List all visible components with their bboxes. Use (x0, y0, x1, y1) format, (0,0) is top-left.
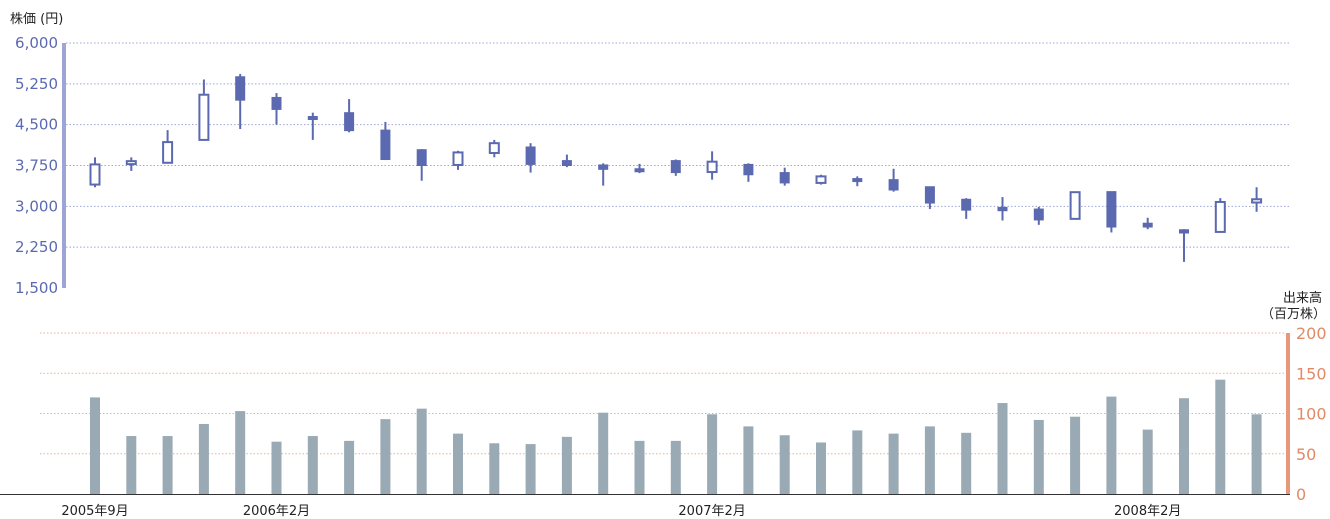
candle-body-up (706, 160, 718, 174)
volume-bar (997, 403, 1008, 494)
candle-body-down (380, 129, 391, 161)
candle-body-down (344, 112, 355, 132)
volume-bar (380, 419, 391, 494)
candle-body-down (561, 160, 572, 167)
volume-tick-label: 100 (1296, 405, 1327, 424)
volume-bar (707, 414, 718, 494)
candle-body-down (598, 164, 609, 170)
candle-body-down (416, 149, 427, 166)
candle-body-down (1142, 222, 1153, 228)
candle-body-down (852, 178, 863, 183)
volume-bar (271, 441, 282, 494)
candle-body-down (1179, 229, 1189, 234)
volume-bar (1215, 379, 1226, 494)
volume-bar (416, 408, 427, 494)
volume-bar (1179, 398, 1189, 494)
candle-body-up (1251, 198, 1263, 204)
x-tick-label: 2006年2月 (243, 504, 310, 519)
volume-axis-title-line2: （百万株） (1261, 307, 1326, 322)
candle-body-up (452, 151, 464, 166)
volume-bar (816, 442, 826, 494)
x-tick-label: 2005年9月 (61, 504, 128, 519)
volume-bar (489, 443, 500, 494)
volume-bar (90, 397, 100, 494)
volume-bar (1251, 414, 1262, 494)
volume-tick-label: 150 (1296, 364, 1327, 383)
price-tick-label: 4,500 (15, 116, 58, 134)
volume-bar (198, 423, 209, 494)
volume-bar (1142, 429, 1153, 494)
candle-body-down (1106, 191, 1117, 228)
candle-body-up (1214, 200, 1226, 233)
volume-axis-title-line1: 出来高 (1283, 290, 1322, 306)
volume-bar (344, 440, 355, 494)
candle-body-up (815, 175, 827, 184)
volume-bar (743, 426, 754, 494)
volume-bar (779, 435, 790, 494)
x-tick-label: 2008年2月 (1114, 504, 1181, 519)
price-axis-bar (62, 43, 66, 288)
candle-body-down (743, 163, 754, 176)
volume-bar (888, 433, 899, 494)
price-tick-label: 3,000 (15, 197, 58, 215)
volume-bar (307, 436, 318, 494)
candle-body-down (634, 168, 645, 173)
candle-body-down (670, 160, 681, 174)
volume-bar (525, 444, 536, 494)
price-tick-label: 5,250 (15, 75, 58, 93)
volume-bar (162, 436, 173, 494)
volume-bar (561, 436, 572, 494)
price-tick-label: 2,250 (15, 238, 58, 256)
price-tick-label: 1,500 (15, 279, 58, 297)
candle-body-down (888, 179, 899, 191)
volume-bar (961, 432, 972, 494)
candle-body-up (198, 93, 210, 141)
volume-bar (1033, 419, 1044, 494)
candle-body-up (89, 163, 101, 186)
price-tick-label: 6,000 (15, 34, 58, 52)
volume-tick-label: 50 (1296, 445, 1316, 464)
candle-body-down (235, 76, 246, 101)
candle-body-down (307, 116, 318, 120)
candle-body-down (1033, 208, 1044, 221)
volume-bar (852, 430, 863, 494)
volume-tick-label: 200 (1296, 324, 1327, 343)
volume-bar (235, 411, 246, 494)
volume-bar (1070, 416, 1081, 494)
candle-body-up (1069, 191, 1081, 220)
volume-bar (598, 412, 609, 494)
candle-body-down (525, 146, 536, 165)
volume-bar (634, 440, 645, 494)
candle-body-down (271, 96, 282, 110)
candle-body-up (125, 160, 137, 166)
volume-bar (453, 433, 463, 494)
candle-body-down (961, 198, 972, 211)
x-tick-label: 2007年2月 (678, 504, 745, 519)
volume-bar (1106, 396, 1117, 494)
candle-body-up (488, 142, 500, 154)
candle-body-up (162, 141, 174, 164)
volume-bar (126, 436, 137, 494)
volume-bar (670, 440, 681, 494)
volume-tick-label: 0 (1296, 485, 1306, 504)
candle-body-down (924, 186, 935, 204)
price-tick-label: 3,750 (15, 157, 58, 175)
volume-bar (924, 426, 935, 494)
candle-body-down (779, 172, 790, 184)
price-axis-title: 株価 (円) (10, 12, 63, 27)
volume-axis-bar (1286, 333, 1290, 494)
candle-body-down (997, 206, 1008, 212)
